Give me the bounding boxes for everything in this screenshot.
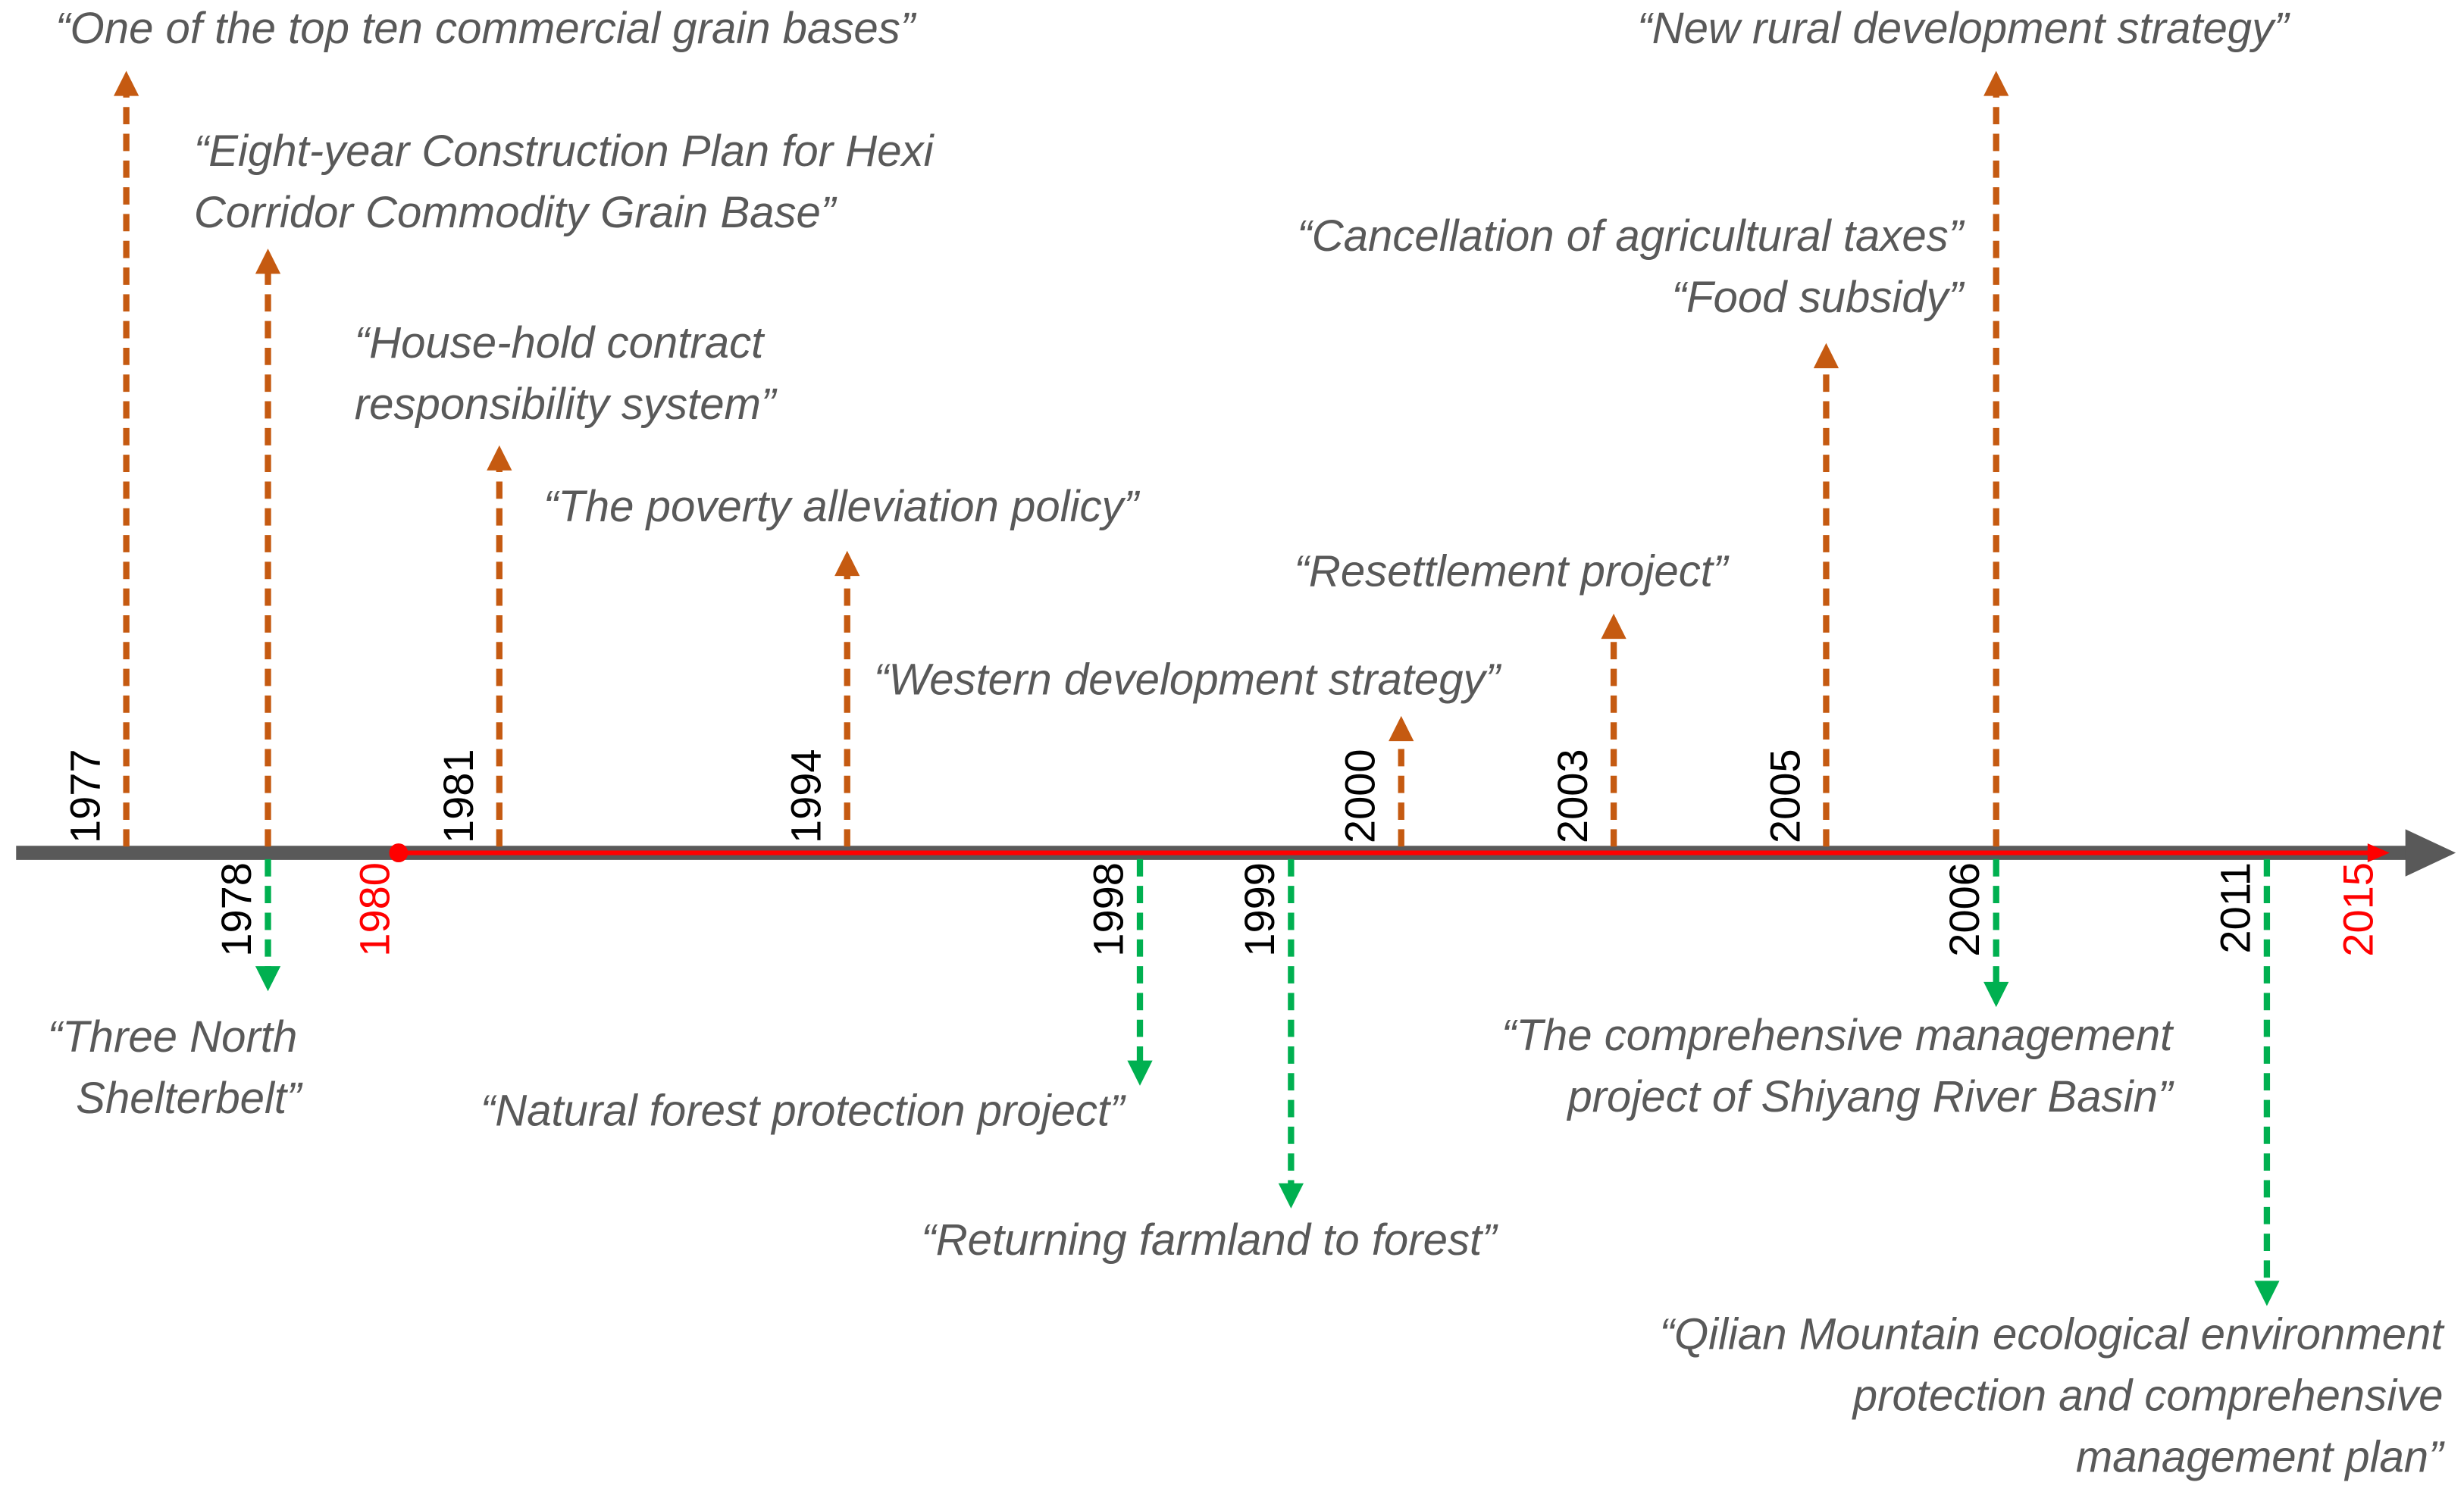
event-label: “Returning farmland to forest” bbox=[921, 1215, 1498, 1265]
year-label: 1998 bbox=[1084, 862, 1132, 957]
year-label: 1999 bbox=[1235, 862, 1283, 957]
policy-arrow-head bbox=[487, 445, 512, 471]
event-label: “The poverty alleviation policy” bbox=[543, 482, 1141, 531]
year-label: 2011 bbox=[2211, 862, 2259, 954]
event-label: “Resettlement project” bbox=[1295, 546, 1730, 596]
year-label: 2003 bbox=[1548, 749, 1596, 843]
event-label: “Eight-year Construction Plan for Hexi bbox=[194, 127, 935, 176]
year-label: 2005 bbox=[1761, 749, 1808, 843]
event-label: “Food subsidy” bbox=[1672, 273, 1965, 322]
event-label: “New rural development strategy” bbox=[1637, 4, 2290, 53]
event-label: “House-hold contract bbox=[355, 318, 765, 367]
policy-arrow-head bbox=[1983, 70, 2009, 96]
ecology-arrow-head bbox=[255, 966, 281, 992]
ecology-arrow-head bbox=[1127, 1060, 1153, 1086]
ecology-arrow-head bbox=[1278, 1183, 1304, 1209]
policy-arrow-head bbox=[1601, 613, 1626, 640]
event-label: responsibility system” bbox=[355, 380, 778, 429]
year-label: 1978 bbox=[212, 862, 260, 957]
policy-arrow-head bbox=[1389, 715, 1414, 742]
event-label: “Natural forest protection project” bbox=[481, 1087, 1126, 1136]
policy-arrow-head bbox=[114, 70, 139, 96]
study-start-dot bbox=[389, 843, 409, 863]
event-label: “Three North bbox=[48, 1012, 297, 1062]
event-label: “Western development strategy” bbox=[874, 655, 1502, 705]
event-label: management plan” bbox=[2076, 1433, 2445, 1482]
event-label: “The comprehensive management bbox=[1501, 1011, 2174, 1060]
event-label: Corridor Commodity Grain Base” bbox=[194, 188, 838, 237]
event-label: protection and comprehensive bbox=[1852, 1371, 2444, 1421]
year-label: 1994 bbox=[782, 749, 830, 843]
policy-arrow-head bbox=[1813, 342, 1839, 368]
policy-arrow-head bbox=[255, 249, 281, 274]
year-label: 1981 bbox=[434, 749, 482, 843]
start-year: 1980 bbox=[351, 862, 399, 957]
event-label: “One of the top ten commercial grain bas… bbox=[55, 4, 917, 53]
event-label: Shelterbelt” bbox=[76, 1074, 303, 1123]
year-label: 1977 bbox=[61, 749, 109, 843]
axis-arrowhead bbox=[2405, 829, 2456, 877]
event-label: “Qilian Mountain ecological environment bbox=[1660, 1310, 2446, 1359]
end-year: 2015 bbox=[2334, 862, 2381, 957]
study-period-arrowhead bbox=[2367, 843, 2390, 863]
ecology-arrow-head bbox=[1983, 981, 2009, 1008]
event-label: “Cancellation of agricultural taxes” bbox=[1297, 211, 1965, 261]
ecology-arrow-head bbox=[2254, 1281, 2280, 1306]
policy-arrow-head bbox=[834, 550, 860, 577]
event-label: project of Shiyang River Basin” bbox=[1566, 1072, 2174, 1121]
year-label: 2006 bbox=[1940, 862, 1988, 957]
year-label: 2000 bbox=[1336, 749, 1384, 843]
